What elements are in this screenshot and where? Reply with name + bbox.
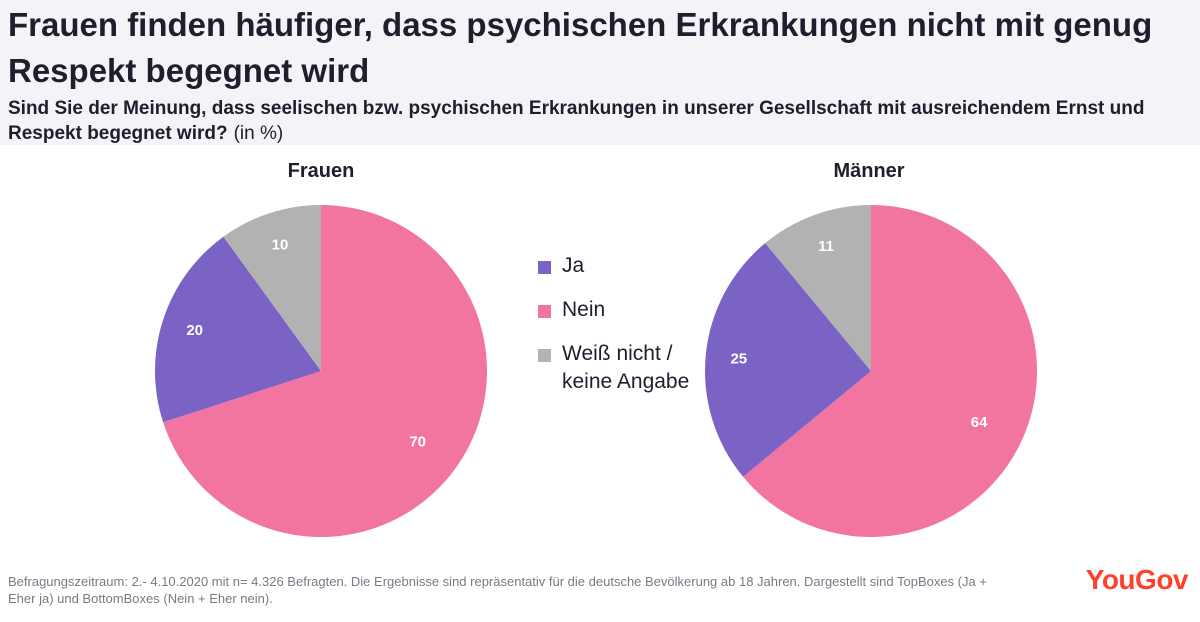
- maenner-slice-ja: [705, 243, 871, 477]
- maenner-label-ja: 25: [730, 351, 747, 368]
- legend-item-nein: Nein: [538, 296, 708, 324]
- frauen-slice-weiss-nicht: [223, 205, 321, 371]
- legend-swatch-nein: [538, 305, 551, 318]
- frauen-slice-ja: [155, 236, 321, 423]
- frauen-slice-nein: [163, 205, 487, 537]
- question-text: Sind Sie der Meinung, dass seelischen bz…: [8, 96, 1198, 146]
- legend-swatch-weiss-nicht: [538, 349, 551, 362]
- frauen-label-weiss-nicht: 10: [272, 237, 289, 254]
- legend-item-weiss-nicht: Weiß nicht / keine Angabe: [538, 340, 708, 396]
- chart-title-maenner: Männer: [833, 160, 905, 182]
- chart-title-frauen: Frauen: [287, 160, 355, 182]
- page-title: Frauen finden häufiger, dass psychischen…: [8, 6, 1153, 89]
- frauen-label-nein: 70: [409, 433, 426, 450]
- legend-label-ja: Ja: [562, 254, 585, 277]
- maenner-slice-nein: [743, 205, 1037, 537]
- legend-item-ja: Ja: [538, 252, 708, 280]
- header: Frauen finden häufiger, dass psychischen…: [0, 0, 1200, 145]
- pie-chart-frauen: 70 20 10: [155, 205, 487, 537]
- frauen-label-ja: 20: [186, 322, 203, 339]
- maenner-slice-weiss-nicht: [765, 205, 871, 371]
- legend-swatch-ja: [538, 261, 551, 274]
- legend: Ja Nein Weiß nicht / keine Angabe: [538, 252, 708, 412]
- footnote: Befragungszeitraum: 2.- 4.10.2020 mit n=…: [8, 574, 987, 606]
- maenner-label-weiss-nicht: 11: [818, 238, 834, 255]
- yougov-logo: YouGov: [1085, 564, 1189, 595]
- pie-chart-maenner: 64 25 11: [705, 205, 1037, 537]
- survey-question: Sind Sie der Meinung, dass seelischen bz…: [8, 98, 1145, 144]
- maenner-label-nein: 64: [971, 414, 988, 431]
- unit-label: (in %): [233, 123, 284, 144]
- legend-label-nein: Nein: [562, 298, 606, 321]
- legend-label-weiss-nicht: Weiß nicht / keine Angabe: [562, 342, 690, 393]
